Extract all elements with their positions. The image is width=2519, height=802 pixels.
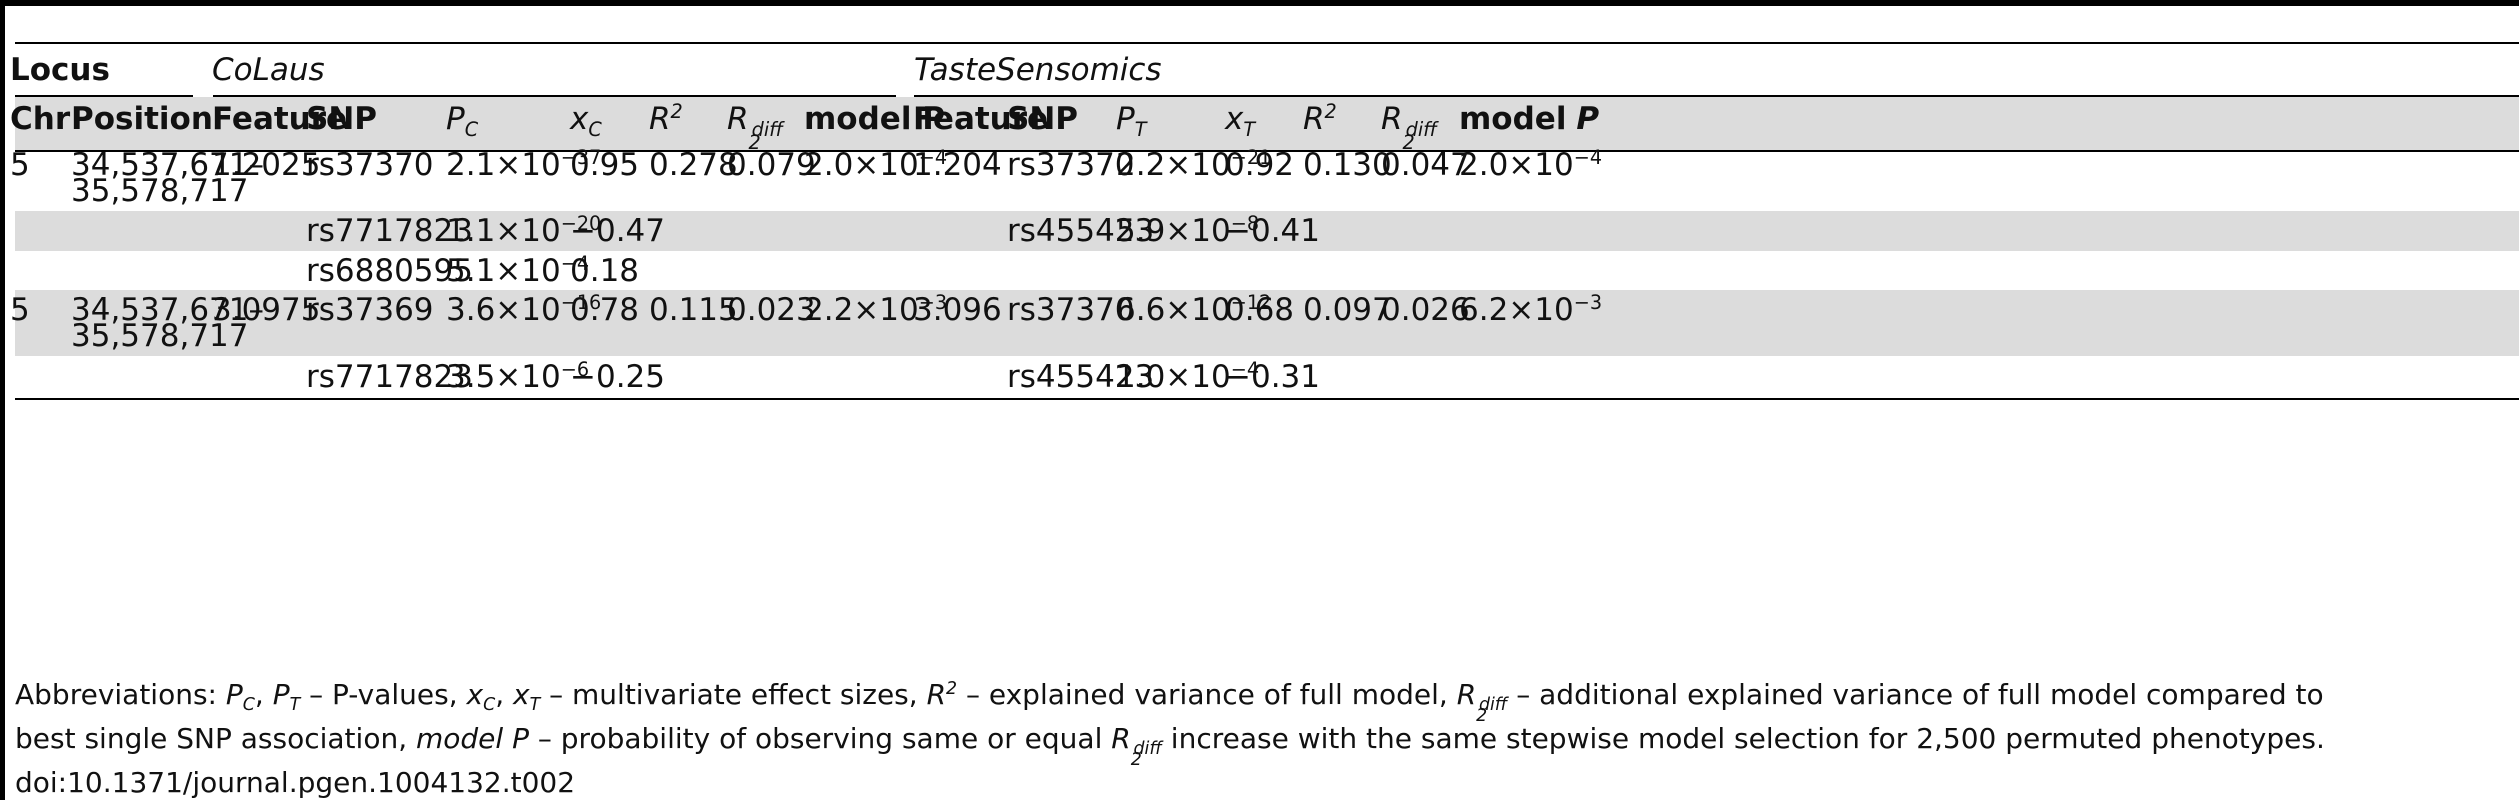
cell-modelp-taste: 6.2×10−3 (1459, 291, 1603, 328)
taste-underline (914, 95, 2519, 97)
footnote-line-2: best single SNP association, model P – p… (15, 722, 2325, 771)
cell-r2diff-colaus: 0.023 (727, 292, 816, 328)
col-header-r2-taste: R2 (1303, 100, 1337, 137)
top-rule (0, 0, 2519, 6)
cell-p-taste: 2.2×10−21 (1116, 146, 1272, 183)
cell-snp-taste: rs455423 (1007, 359, 1155, 395)
cell-p-colaus: 2.1×10−37 (446, 146, 602, 183)
row-shade-4 (15, 290, 2519, 356)
cell-chr: 5 (10, 292, 30, 328)
cell-x-taste: 0.68 (1225, 292, 1295, 328)
cell-position-start: 34,537,671– (71, 292, 264, 328)
cell-snp-taste: rs37370 (1007, 292, 1135, 328)
cell-x-taste: 0.92 (1225, 147, 1295, 183)
col-header-modelp-colaus: model P (804, 101, 945, 137)
cell-snp-colaus: rs37369 (306, 292, 434, 328)
cell-position-start: 34,537,671– (71, 147, 264, 183)
cell-feature-taste: 3.096 (913, 292, 1002, 328)
col-header-r2diff-taste: R 2 diff (1381, 101, 1438, 155)
col-header-x-taste: xT (1225, 101, 1256, 141)
footnote-line-1: Abbreviations: PC, PT – P-values, xC, xT… (15, 678, 2324, 727)
cell-snp-taste: rs37370 (1007, 147, 1135, 183)
col-header-snp-colaus: SNP (306, 101, 377, 137)
cell-r2diff-colaus: 0.079 (727, 147, 816, 183)
cell-snp-colaus: rs37370 (306, 147, 434, 183)
group-header-colaus: CoLaus (212, 52, 325, 88)
cell-snp-colaus: rs7717823 (306, 359, 473, 395)
col-header-x-colaus: xC (570, 101, 602, 141)
cell-p-colaus: 3.6×10−16 (446, 291, 602, 328)
cell-position-end: 35,578,717 (71, 318, 249, 354)
cell-modelp-colaus: 2.0×10−4 (804, 146, 948, 183)
cell-x-taste: −0.41 (1225, 213, 1320, 249)
col-header-snp-taste: SNP (1007, 101, 1078, 137)
cell-p-colaus: 3.5×10−6 (446, 358, 590, 395)
cell-r2diff-taste: 0.047 (1381, 147, 1470, 183)
table-footnote: Abbreviations: PC, PT – P-values, xC, xT… (15, 675, 2510, 802)
col-header-p-colaus: PC (446, 101, 479, 141)
cell-snp-colaus: rs6880595 (306, 253, 473, 289)
cell-x-colaus: −0.47 (570, 213, 665, 249)
cell-r2-colaus: 0.115 (649, 292, 738, 328)
footnote-doi: doi:10.1371/journal.pgen.1004132.t002 (15, 766, 576, 799)
cell-p-colaus: 5.1×10−4 (446, 252, 590, 289)
col-header-chr: Chr (10, 101, 71, 137)
cell-position-end: 35,578,717 (71, 173, 249, 209)
cell-p-taste: 6.6×10−12 (1116, 291, 1272, 328)
locus-underline (15, 95, 193, 97)
cell-p-colaus: 1.1×10−20 (446, 212, 602, 249)
cell-chr: 5 (10, 147, 30, 183)
header-top-rule (15, 42, 2519, 44)
cell-r2-taste: 0.130 (1303, 147, 1392, 183)
col-header-r2diff-colaus: R 2 diff (727, 101, 784, 155)
table-bottom-rule (15, 398, 2519, 400)
group-header-locus: Locus (10, 52, 110, 88)
col-header-position: Position (71, 101, 213, 137)
col-header-feature-taste: Feature (913, 101, 1049, 137)
cell-x-colaus: 0.78 (570, 292, 640, 328)
col-header-r2-colaus: R2 (649, 100, 683, 137)
header-bottom-rule (15, 150, 2519, 152)
cell-feature-colaus: 3.0975 (212, 292, 321, 328)
left-border (0, 0, 5, 800)
row-shade-2 (15, 211, 2519, 251)
col-header-feature-colaus: Feature (212, 101, 348, 137)
cell-r2diff-taste: 0.026 (1381, 292, 1470, 328)
cell-snp-taste: rs455423 (1007, 213, 1155, 249)
cell-feature-colaus: 1.2025 (212, 147, 321, 183)
col-header-p-taste: PT (1116, 101, 1147, 141)
colaus-underline (213, 95, 896, 97)
cell-r2-colaus: 0.278 (649, 147, 738, 183)
cell-modelp-colaus: 2.2×10−3 (804, 291, 948, 328)
cell-x-taste: −0.31 (1225, 359, 1320, 395)
cell-modelp-taste: 2.0×10−4 (1459, 146, 1603, 183)
cell-x-colaus: −0.25 (570, 359, 665, 395)
cell-x-colaus: 0.95 (570, 147, 640, 183)
cell-snp-colaus: rs7717823 (306, 213, 473, 249)
cell-feature-taste: 1.204 (913, 147, 1002, 183)
cell-x-colaus: 0.18 (570, 253, 640, 289)
column-header-band (15, 97, 2519, 150)
cell-p-taste: 5.9×10−8 (1116, 212, 1260, 249)
cell-p-taste: 1.0×10−4 (1116, 358, 1260, 395)
group-header-tastesensomics: TasteSensomics (914, 52, 1162, 88)
col-header-modelp-taste: model P (1459, 101, 1600, 137)
cell-r2-taste: 0.097 (1303, 292, 1392, 328)
